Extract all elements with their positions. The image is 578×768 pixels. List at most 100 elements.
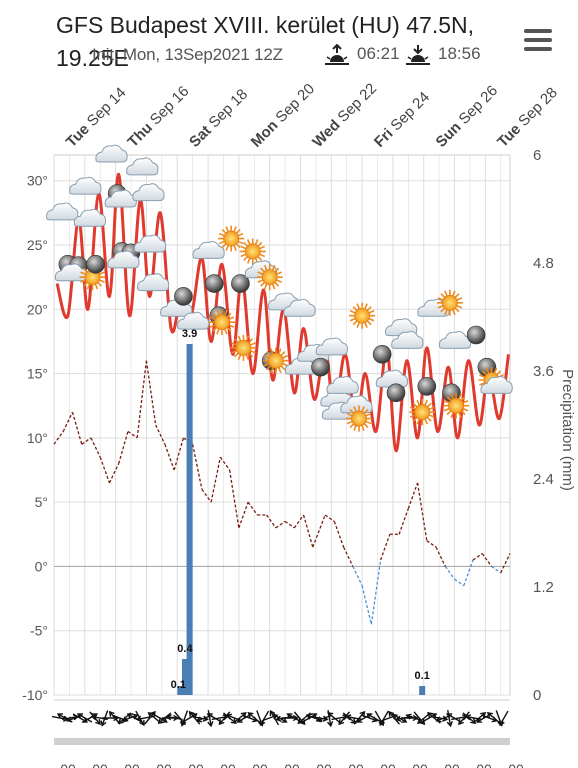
y-left-tick-label: 5° (35, 494, 48, 510)
dewpoint-segment (481, 553, 493, 567)
dewpoint-segment (463, 559, 474, 586)
hour-label: 00 (124, 761, 140, 768)
y-left-tick-label: 30° (27, 173, 48, 189)
y-right-tick-label: 0 (533, 687, 541, 704)
wind-arrow (342, 712, 356, 724)
init-time: Init: Mon, 13Sep2021 12Z (92, 45, 283, 64)
cloud-icon (46, 202, 79, 221)
day-label: Mon Sep 20 (248, 80, 318, 150)
wind-arrow-head (147, 711, 154, 718)
cloud-icon (315, 337, 348, 356)
wind-arrow (247, 712, 262, 724)
wind-arrow-head (326, 720, 334, 728)
cloud-icon (95, 144, 128, 163)
wind-arrow-head (446, 720, 453, 728)
dewpoint-segment (81, 437, 92, 445)
wind-arrow-head (435, 716, 442, 723)
moon-icon (372, 344, 392, 364)
wind-arrow-head (230, 718, 237, 725)
wind-arrow (182, 713, 197, 723)
moon-icon (174, 287, 193, 306)
wind-arrow-head (305, 713, 312, 720)
hour-label: 00 (316, 761, 332, 768)
hamburger-menu-icon[interactable] (524, 29, 552, 51)
dewpoint-segment (164, 444, 175, 471)
wind-arrow-head (180, 720, 187, 727)
dewpoint-segment (127, 430, 138, 439)
day-label: Thu Sep 16 (124, 83, 192, 151)
dewpoint-segment (444, 566, 456, 580)
wind-arrow (218, 711, 231, 725)
wind-arrow-head (218, 719, 225, 726)
wind-arrow-head (269, 709, 276, 717)
hour-label: 00 (348, 761, 364, 768)
dewpoint-segment (192, 444, 203, 490)
dewpoint-segment (247, 501, 258, 516)
dewpoint-segment (407, 482, 419, 509)
wind-arrow-head (412, 714, 419, 722)
wind-arrow-head (165, 714, 172, 721)
wind-arrow (269, 710, 280, 726)
wind-arrow (259, 710, 270, 726)
wind-arrow (381, 714, 398, 722)
y-left-tick-label: 15° (27, 366, 48, 382)
wind-arrow (338, 711, 351, 725)
day-date: Sep 20 (272, 80, 318, 126)
wind-arrow-head (401, 717, 408, 723)
wind-strip (54, 738, 510, 745)
cloud-icon (133, 234, 167, 253)
wind-arrow-head (275, 715, 282, 722)
wind-arrow (89, 711, 101, 725)
wind-arrow-head (315, 716, 322, 723)
moon-icon (386, 383, 406, 403)
cloud-icon (132, 183, 165, 202)
wind-arrow-head (188, 710, 195, 717)
wind-arrow-head (446, 713, 453, 719)
wind-arrow (181, 710, 189, 726)
wind-arrow-head (486, 711, 493, 718)
wind-arrow-head (90, 714, 97, 721)
hour-label: 00 (188, 761, 204, 768)
wind-arrow (481, 714, 497, 722)
precipitation-label: 0.1 (415, 670, 430, 682)
page-title-coords: 19.25E (56, 45, 129, 71)
y-left-tick-label: -10° (22, 687, 48, 703)
wind-arrow-head (405, 713, 412, 720)
wind-arrow-head (475, 717, 483, 723)
day-date: Sep 14 (84, 84, 130, 130)
wind-arrow (446, 713, 462, 723)
hour-label: 00 (92, 761, 108, 768)
sun-icon (238, 237, 267, 266)
dewpoint-segment (361, 585, 372, 625)
day-date: Sep 28 (515, 84, 561, 130)
y-right-tick-label: 4.8 (533, 255, 554, 272)
hour-label: 00 (156, 761, 172, 768)
wind-arrow-head (157, 718, 164, 725)
wind-arrow-head (259, 719, 266, 727)
wind-arrow-head (297, 718, 304, 725)
dewpoint-segment (219, 456, 231, 471)
dewpoint-segment (201, 488, 212, 503)
wind-arrow-head (379, 719, 385, 727)
hour-label: 00 (444, 761, 460, 768)
dewpoint-segment (416, 482, 428, 541)
wind-arrow (462, 712, 476, 724)
precipitation-bar (419, 686, 426, 695)
wind-arrow-head (135, 715, 142, 722)
y-left-tick-label: 0° (35, 558, 48, 574)
sun-icon (348, 301, 376, 330)
wind-arrow-head (359, 710, 366, 717)
y-right-axis-label: Precipitation (mm) (559, 369, 576, 491)
dewpoint-segment (90, 437, 101, 458)
precipitation-label: 0.4 (177, 643, 193, 655)
wind-arrow-head (356, 717, 363, 723)
day-label: Fri Sep 24 (371, 89, 433, 151)
wind-arrow (109, 711, 121, 725)
y-right-tick-label: 6 (533, 147, 541, 164)
page-title: GFS Budapest XVIII. kerület (HU) 47.5N, (56, 12, 474, 38)
wind-arrow-head (292, 714, 299, 722)
dewpoint-segment (302, 514, 314, 548)
hour-label: 00 (252, 761, 268, 768)
day-label: Wed Sep 22 (309, 80, 380, 151)
wind-arrow-head (95, 719, 101, 726)
